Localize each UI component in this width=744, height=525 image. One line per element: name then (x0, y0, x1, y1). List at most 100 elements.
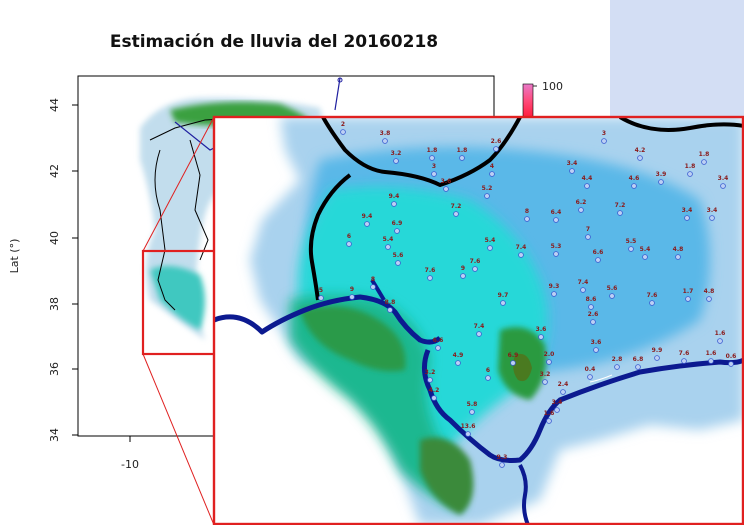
station-marker (484, 193, 490, 199)
station-marker (394, 228, 400, 234)
y-tick-42: 42 (48, 164, 61, 178)
station-marker (553, 251, 559, 257)
station-marker (395, 260, 401, 266)
overview-border (189, 139, 209, 261)
station-value: 7.2 (615, 202, 626, 209)
region-border-northeast (618, 117, 744, 132)
station-value: 8 (371, 276, 375, 283)
station-marker (435, 345, 441, 351)
river-west (214, 294, 442, 345)
station-marker (370, 284, 376, 290)
station-value: 7 (586, 226, 590, 233)
rain-core-south (420, 437, 474, 515)
station-marker (654, 355, 660, 361)
legend-color-bar (522, 83, 534, 119)
station-value: 5.6 (607, 285, 618, 292)
station-value: 5.4 (485, 237, 496, 244)
station-value: 6.4 (551, 209, 562, 216)
station-value: 9.3 (549, 283, 560, 290)
station-value: 4.8 (673, 246, 684, 253)
station-marker (431, 395, 437, 401)
station-marker (554, 407, 560, 413)
station-marker (709, 215, 715, 221)
station-value: 9 (461, 265, 465, 272)
station-marker (346, 241, 352, 247)
station-value: 9.3 (497, 454, 508, 461)
station-value: 5.8 (467, 401, 478, 408)
zoom-connector-top (142, 116, 215, 252)
y-axis: 44 42 40 38 36 34 Lat (°) (8, 98, 78, 442)
station-marker (465, 431, 471, 437)
station-marker (675, 254, 681, 260)
station-marker (614, 364, 620, 370)
station-value: 7.6 (425, 267, 436, 274)
river-tributary (370, 278, 386, 302)
station-value: 9.9 (652, 347, 663, 354)
station-value: 1.8 (699, 151, 710, 158)
station-marker (472, 266, 478, 272)
station-marker (427, 377, 433, 383)
station-marker (720, 183, 726, 189)
station-marker (499, 462, 505, 468)
station-value: 7.2 (451, 203, 462, 210)
color-legend: 100 (522, 80, 563, 119)
station-value: 3.2 (425, 369, 436, 376)
station-value: 4.9 (453, 352, 464, 359)
station-marker (524, 216, 530, 222)
overview-marker (337, 77, 343, 83)
y-axis-label: Lat (°) (8, 239, 21, 274)
station-value: 13.6 (461, 423, 476, 430)
station-marker (318, 295, 324, 301)
station-marker (429, 155, 435, 161)
station-marker (628, 246, 634, 252)
station-value: 8.6 (586, 296, 597, 303)
map-title: Estimación de lluvia del 20160218 (110, 32, 438, 52)
station-marker (387, 307, 393, 313)
station-marker (427, 275, 433, 281)
station-marker (590, 319, 596, 325)
station-value: 6.9 (508, 352, 519, 359)
station-marker (551, 291, 557, 297)
station-marker (685, 296, 691, 302)
station-marker (393, 158, 399, 164)
station-value: 6.6 (593, 249, 604, 256)
station-value: 6.9 (392, 220, 403, 227)
station-marker (510, 360, 516, 366)
station-marker (453, 211, 459, 217)
zoom-connector-bottom (142, 353, 215, 525)
station-value: 9.4 (389, 193, 400, 200)
station-marker (485, 375, 491, 381)
station-value: 3.9 (656, 171, 667, 178)
station-value: 6.8 (633, 356, 644, 363)
station-value: 5.3 (551, 243, 562, 250)
legend-max-label: 100 (542, 80, 563, 93)
station-value: 5.2 (482, 185, 493, 192)
station-layer: 23.83.2 1.8 1.82.633.65.2434.21.81.83.44.4… (318, 121, 736, 468)
station-marker (609, 293, 615, 299)
station-marker (493, 146, 499, 152)
x-tick-minus10: -10 (121, 458, 139, 471)
station-value: 1.8 (427, 147, 438, 154)
x-axis: -10 (121, 436, 139, 471)
station-marker (681, 358, 687, 364)
station-value: 9 (350, 286, 354, 293)
station-marker (728, 361, 734, 367)
station-value: 3.4 (707, 207, 718, 214)
station-value: 8 (525, 208, 529, 215)
station-value: 3.8 (380, 130, 391, 137)
station-value: 2 (341, 121, 345, 128)
station-value: 8.8 (385, 299, 396, 306)
station-marker (560, 389, 566, 395)
station-marker (500, 300, 506, 306)
station-marker (631, 183, 637, 189)
station-value: 6 (347, 233, 351, 240)
river-south (518, 464, 530, 525)
station-marker (587, 374, 593, 380)
station-value: 3.4 (682, 207, 693, 214)
overview-rain-south (150, 266, 205, 330)
station-value: 3 (602, 130, 606, 137)
coastline-south (422, 349, 744, 463)
station-marker (585, 234, 591, 240)
station-marker (349, 294, 355, 300)
